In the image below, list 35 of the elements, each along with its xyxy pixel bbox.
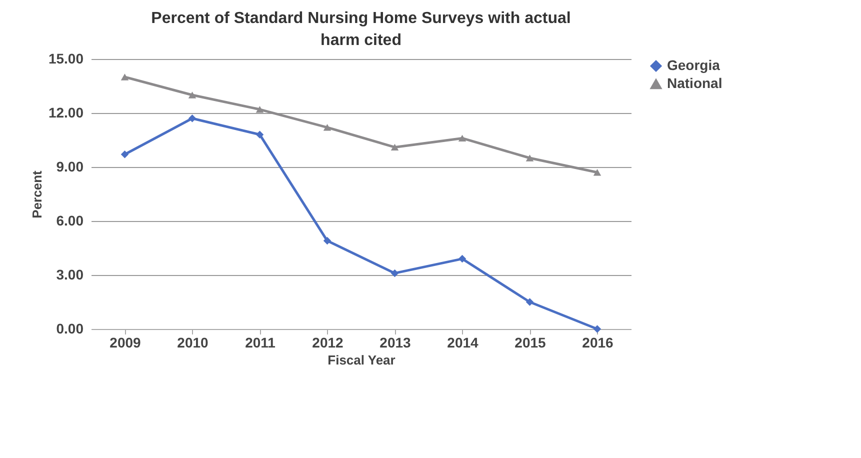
x-tick-label: 2014 (447, 334, 479, 350)
point (323, 236, 332, 245)
chart-title: Percent of Standard Nursing Home Surveys with actual harm cited (151, 10, 571, 49)
y-tick-label: 15.00 (48, 50, 84, 66)
y-tick-label: 12.00 (48, 104, 84, 120)
x-tick-label: 2013 (380, 334, 412, 350)
y-tick-label: 0.00 (56, 320, 84, 336)
x-tick-label: 2010 (177, 334, 209, 350)
point (593, 169, 602, 176)
y-tick-label: 9.00 (56, 158, 84, 174)
point (526, 154, 534, 162)
legend-label: Georgia (667, 57, 720, 73)
x-tick-label: 2012 (312, 334, 344, 350)
point (188, 114, 196, 122)
point (390, 144, 399, 151)
y-axis-title: Percent (29, 170, 44, 218)
x-tick-label: 2016 (582, 334, 614, 350)
y-tick-label: 6.00 (56, 212, 84, 228)
point (458, 134, 466, 142)
x-tick-label: 2011 (245, 334, 276, 350)
point (120, 74, 129, 80)
point (120, 150, 129, 158)
point (323, 124, 332, 131)
x-tick-label: 2015 (514, 334, 546, 350)
y-tick-label: 3.00 (56, 266, 84, 282)
legend-label: National (667, 75, 722, 91)
point (593, 325, 602, 333)
point (390, 269, 399, 278)
point (188, 92, 196, 98)
point (256, 130, 264, 138)
x-axis-title: Fiscal Year (328, 352, 396, 368)
point (526, 298, 534, 306)
point (458, 254, 466, 263)
point (256, 106, 264, 113)
x-tick-label: 2009 (110, 334, 142, 350)
